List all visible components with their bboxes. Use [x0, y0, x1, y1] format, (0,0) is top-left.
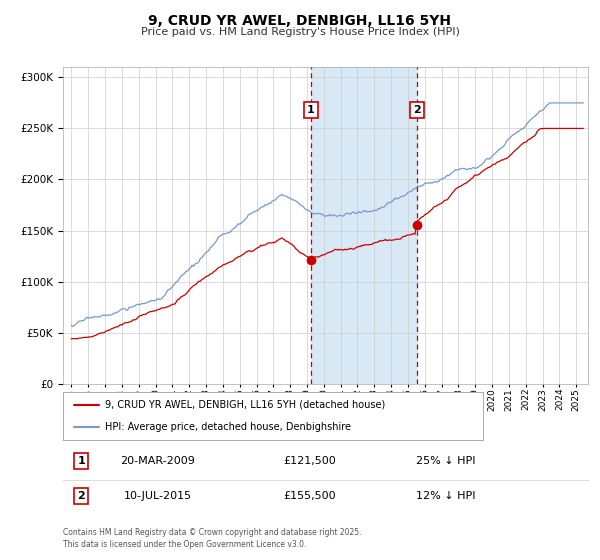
Text: HPI: Average price, detached house, Denbighshire: HPI: Average price, detached house, Denb…	[105, 422, 351, 432]
Text: £121,500: £121,500	[283, 456, 336, 466]
Text: 1: 1	[307, 105, 314, 115]
Text: 9, CRUD YR AWEL, DENBIGH, LL16 5YH (detached house): 9, CRUD YR AWEL, DENBIGH, LL16 5YH (deta…	[105, 400, 385, 410]
Text: 9, CRUD YR AWEL, DENBIGH, LL16 5YH: 9, CRUD YR AWEL, DENBIGH, LL16 5YH	[149, 14, 452, 28]
Text: Contains HM Land Registry data © Crown copyright and database right 2025.
This d: Contains HM Land Registry data © Crown c…	[63, 528, 361, 549]
Text: 2: 2	[413, 105, 421, 115]
Text: £155,500: £155,500	[283, 491, 336, 501]
Text: 1: 1	[77, 456, 85, 466]
Text: Price paid vs. HM Land Registry's House Price Index (HPI): Price paid vs. HM Land Registry's House …	[140, 27, 460, 38]
Text: 20-MAR-2009: 20-MAR-2009	[120, 456, 195, 466]
Text: 10-JUL-2015: 10-JUL-2015	[124, 491, 191, 501]
Text: 25% ↓ HPI: 25% ↓ HPI	[416, 456, 476, 466]
Bar	[311, 67, 417, 384]
Text: 2: 2	[77, 491, 85, 501]
Text: 12% ↓ HPI: 12% ↓ HPI	[416, 491, 476, 501]
